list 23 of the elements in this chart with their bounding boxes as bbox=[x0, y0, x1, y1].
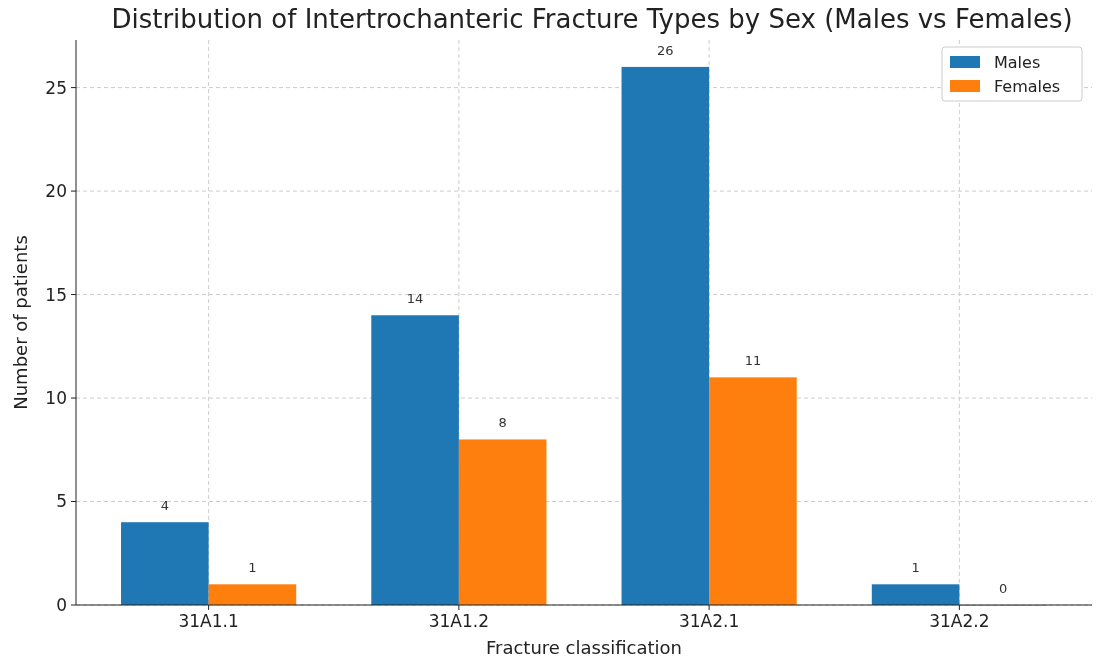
y-tick-label: 25 bbox=[45, 77, 67, 98]
y-tick-label: 0 bbox=[56, 594, 67, 615]
legend-label: Males bbox=[994, 52, 1041, 72]
y-tick-label: 20 bbox=[45, 181, 67, 202]
data-label: 1 bbox=[248, 560, 257, 576]
data-label: 0 bbox=[999, 581, 1008, 596]
y-axis-title: Number of patients bbox=[10, 235, 31, 410]
data-label: 4 bbox=[160, 498, 169, 514]
x-tick-label: 31A1.2 bbox=[428, 611, 490, 631]
x-axis-title: Fracture classification bbox=[485, 637, 683, 658]
y-tick-label: 15 bbox=[45, 284, 67, 305]
data-label: 8 bbox=[498, 415, 507, 431]
chart-title: Distribution of Intertrochanteric Fracture Types by Sex (Males vs Females) bbox=[111, 4, 1073, 34]
x-tick-label: 31A1.1 bbox=[178, 611, 239, 631]
y-tick-label: 5 bbox=[56, 491, 67, 512]
data-label: 14 bbox=[406, 291, 424, 307]
x-tick-label: 31A2.2 bbox=[929, 611, 990, 631]
x-tick-label: 31A2.1 bbox=[678, 611, 740, 631]
legend-label: Females bbox=[994, 76, 1061, 96]
data-label: 11 bbox=[744, 353, 762, 369]
y-tick-label: 10 bbox=[45, 387, 67, 408]
data-label: 1 bbox=[911, 560, 920, 576]
data-label: 26 bbox=[657, 42, 674, 58]
